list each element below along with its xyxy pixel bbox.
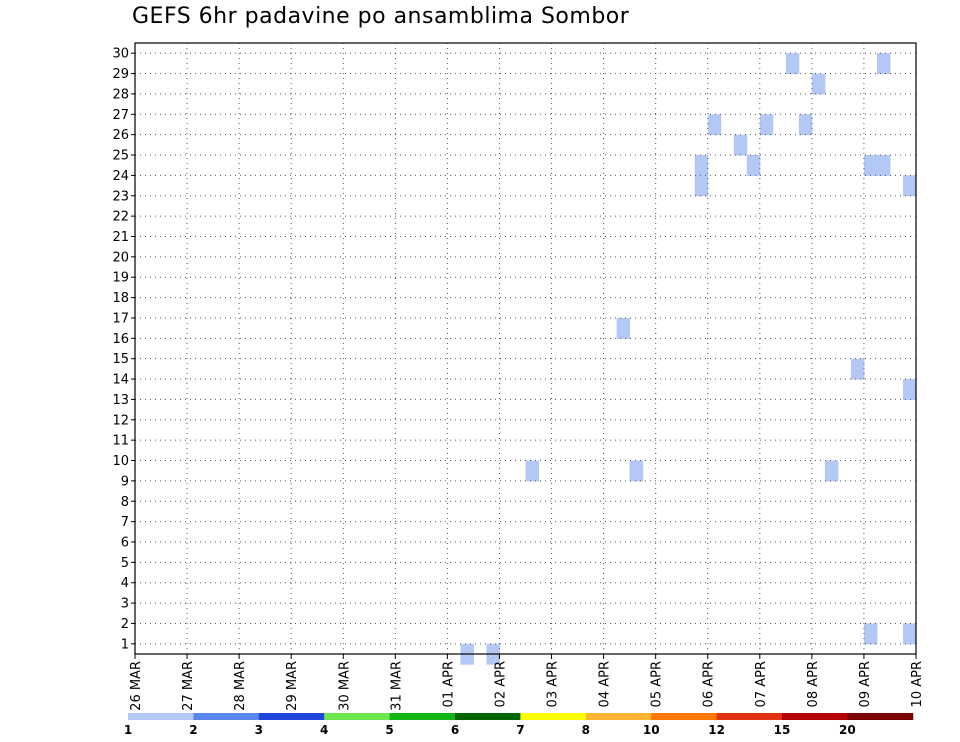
heatmap-cell [525, 460, 540, 482]
y-tick-label: 24 [112, 169, 129, 184]
legend-swatch [258, 713, 325, 720]
x-tick-label: 05 APR [650, 661, 665, 707]
chart-title: GEFS 6hr padavine po ansamblima Sombor [132, 4, 630, 29]
y-tick-label: 3 [121, 597, 129, 612]
x-tick-label: 27 MAR [181, 661, 196, 711]
y-tick-label: 9 [121, 474, 129, 489]
heatmap-cell [863, 155, 878, 176]
y-tick-label: 5 [121, 556, 129, 571]
legend-label: 10 [643, 723, 660, 737]
legend-swatch [324, 713, 391, 720]
heatmap-cell [876, 53, 891, 75]
y-tick-label: 20 [112, 250, 129, 265]
legend-swatch [847, 713, 914, 720]
color-legend: 1 2 3 4 5 6 7 8 10 12 15 20 [124, 713, 914, 737]
y-tick-label: 26 [112, 128, 129, 143]
legend-label: 2 [189, 723, 197, 737]
y-tick-label: 13 [112, 393, 129, 408]
heatmap-cell [824, 460, 839, 482]
y-tick-label: 15 [112, 352, 129, 367]
legend-swatch [128, 713, 194, 720]
heatmap-cell [902, 623, 917, 645]
heatmap-cell [694, 175, 709, 197]
heatmap-cell [902, 175, 917, 197]
heatmap-cell [629, 460, 644, 482]
y-tick-label: 10 [112, 454, 129, 469]
legend-swatch [193, 713, 260, 720]
x-tick-label: 08 APR [806, 661, 821, 707]
heatmap-cell [876, 155, 891, 176]
y-tick-label: 17 [112, 311, 129, 326]
legend-label: 6 [451, 723, 459, 737]
heatmap-cell [733, 134, 748, 156]
y-tick-label: 30 [112, 47, 129, 62]
x-tick-label: 28 MAR [233, 661, 248, 711]
legend-label: 5 [385, 723, 393, 737]
legend-swatch [455, 713, 521, 720]
x-tick-label: 29 MAR [285, 661, 300, 711]
legend-swatch [716, 713, 783, 720]
x-tick-label: 02 APR [493, 661, 508, 707]
x-tick-label: 10 APR [910, 661, 925, 707]
y-tick-label: 19 [112, 271, 129, 286]
x-tick-label: 07 APR [754, 661, 769, 707]
y-tick-label: 27 [112, 108, 129, 123]
heatmap-cell [616, 317, 631, 339]
grid-lines [135, 43, 916, 654]
legend-label: 8 [582, 723, 590, 737]
x-tick-label: 03 APR [546, 661, 561, 707]
y-axis-ticks: 1234567891011121314151617181920212223242… [112, 47, 135, 652]
x-tick-label: 04 APR [598, 661, 613, 707]
y-tick-label: 14 [112, 373, 129, 388]
x-tick-label: 09 APR [858, 661, 873, 707]
legend-swatch [389, 713, 456, 720]
heatmap-cells [460, 53, 917, 665]
heatmap-cell [746, 155, 761, 176]
plot-frame [134, 42, 917, 655]
x-tick-label: 31 MAR [389, 661, 404, 711]
legend-label: 4 [320, 723, 328, 737]
legend-swatch [651, 713, 718, 720]
y-tick-label: 4 [121, 576, 129, 591]
legend-label: 1 [124, 723, 132, 737]
y-tick-label: 2 [121, 617, 129, 632]
x-tick-label: 26 MAR [129, 661, 144, 711]
legend-label: 12 [708, 723, 725, 737]
heatmap-cell [902, 379, 917, 400]
y-tick-label: 18 [112, 291, 129, 306]
y-tick-label: 6 [121, 535, 129, 550]
y-tick-label: 8 [121, 495, 129, 510]
heatmap-cell [811, 73, 826, 95]
x-tick-label: 06 APR [702, 661, 717, 707]
heatmap-cell [850, 358, 865, 380]
x-tick-label: 30 MAR [337, 661, 352, 711]
heatmap-cell [785, 53, 800, 75]
y-tick-label: 12 [112, 413, 129, 428]
y-tick-label: 23 [112, 189, 129, 204]
heatmap-cell [798, 114, 813, 136]
y-tick-label: 29 [112, 67, 129, 82]
legend-label: 3 [255, 723, 263, 737]
legend-label: 15 [774, 723, 791, 737]
y-tick-label: 16 [112, 332, 129, 347]
y-tick-label: 28 [112, 87, 129, 102]
heatmap-cell [863, 623, 878, 645]
legend-swatch [585, 713, 652, 720]
heatmap-cell [694, 155, 709, 176]
heatmap-cell [759, 114, 774, 136]
legend-swatch [520, 713, 587, 720]
y-tick-label: 22 [112, 210, 129, 225]
y-tick-label: 11 [112, 434, 129, 449]
x-tick-label: 01 APR [441, 661, 456, 707]
legend-label: 20 [839, 723, 856, 737]
y-tick-label: 21 [112, 230, 129, 245]
heatmap-cell [707, 114, 722, 136]
y-tick-label: 7 [121, 515, 129, 530]
x-axis-ticks: 26 MAR 27 MAR 28 MAR 29 MAR 30 MAR 31 MAR 01 A… [129, 654, 925, 711]
legend-label: 7 [516, 723, 524, 737]
y-tick-label: 25 [112, 149, 129, 164]
y-tick-label: 1 [121, 637, 129, 652]
legend-swatch [782, 713, 848, 720]
